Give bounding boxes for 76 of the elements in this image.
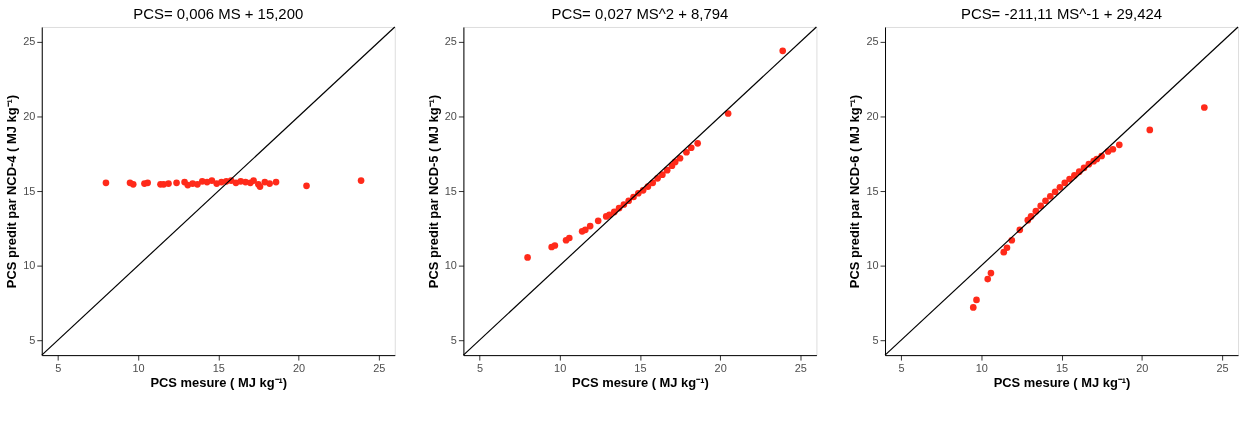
point [266, 180, 273, 187]
point [524, 254, 531, 261]
point [194, 181, 201, 188]
y-tick-label: 15 [866, 184, 879, 197]
y-tick-label: 15 [444, 184, 457, 197]
point [987, 269, 995, 277]
point [594, 217, 602, 225]
x-tick-label: 20 [292, 361, 306, 374]
point [208, 177, 216, 184]
point [1046, 192, 1054, 200]
point [1066, 175, 1073, 183]
y-tick-label: 10 [866, 259, 879, 272]
y-axis-title: PCS predit par NCD-4 ( MJ kg⁻¹) [4, 94, 20, 289]
y-tick-label: 10 [23, 259, 36, 272]
point [724, 110, 732, 117]
y-tick-label: 20 [444, 109, 457, 122]
y-tick-label: 20 [866, 109, 879, 122]
point [1042, 197, 1049, 205]
point [1061, 179, 1069, 187]
y-tick-label: 15 [23, 184, 36, 197]
x-axis-title: PCS mesure ( MJ kg⁻¹) [150, 375, 288, 391]
x-tick-label: 20 [714, 361, 727, 374]
y-axis-title: PCS predit par NCD-5 ( MJ kg⁻¹) [425, 94, 441, 289]
y-tick-label: 20 [23, 109, 36, 122]
x-tick-label: 10 [132, 361, 145, 374]
point [303, 182, 310, 190]
chart-title: PCS= -211,11 MS^-1 + 29,424 [960, 6, 1163, 23]
y-axis-title: PCS predit par NCD-6 ( MJ kg⁻¹) [847, 94, 863, 289]
point [357, 177, 365, 184]
x-tick-label: 25 [1216, 361, 1229, 374]
point [676, 154, 684, 162]
point [659, 171, 666, 178]
x-tick-label: 5 [898, 361, 905, 374]
x-tick-label: 25 [373, 361, 386, 374]
x-tick-label: 5 [476, 361, 483, 374]
point [969, 304, 977, 311]
x-tick-label: 15 [212, 361, 225, 374]
point [683, 148, 690, 156]
chart-title: PCS= 0,027 MS^2 + 8,794 [551, 6, 729, 23]
point [173, 179, 180, 187]
x-tick-label: 20 [1136, 361, 1149, 374]
point [1003, 244, 1011, 252]
point [1109, 145, 1117, 153]
point [102, 179, 110, 187]
y-tick-label: 5 [450, 333, 457, 346]
point [973, 296, 980, 304]
point [1056, 183, 1064, 191]
point [272, 178, 280, 186]
x-tick-label: 25 [794, 361, 807, 374]
point [1051, 188, 1059, 196]
point [165, 180, 172, 187]
point [1146, 126, 1154, 134]
x-axis-title: PCS mesure ( MJ kg⁻¹) [572, 375, 709, 391]
y-tick-label: 25 [23, 35, 36, 48]
y-tick-label: 25 [866, 35, 879, 48]
y-tick-label: 25 [444, 35, 457, 48]
x-tick-label: 15 [1055, 361, 1069, 374]
x-tick-label: 10 [554, 361, 567, 374]
x-tick-label: 15 [634, 361, 647, 374]
point [1201, 104, 1208, 111]
y-tick-label: 5 [872, 333, 879, 346]
y-tick-label: 5 [29, 333, 36, 346]
point [586, 222, 594, 230]
point [1115, 141, 1123, 149]
point [551, 242, 559, 249]
point [687, 144, 695, 152]
x-tick-label: 10 [975, 361, 988, 374]
point [779, 47, 787, 55]
point [582, 226, 589, 234]
y-tick-label: 10 [444, 259, 457, 272]
point [1037, 202, 1045, 210]
point [694, 139, 701, 147]
point [984, 275, 992, 283]
chart-title: PCS= 0,006 MS + 15,200 [133, 6, 304, 23]
x-axis-title: PCS mesure ( MJ kg⁻¹) [993, 375, 1131, 391]
x-tick-label: 5 [55, 361, 62, 374]
